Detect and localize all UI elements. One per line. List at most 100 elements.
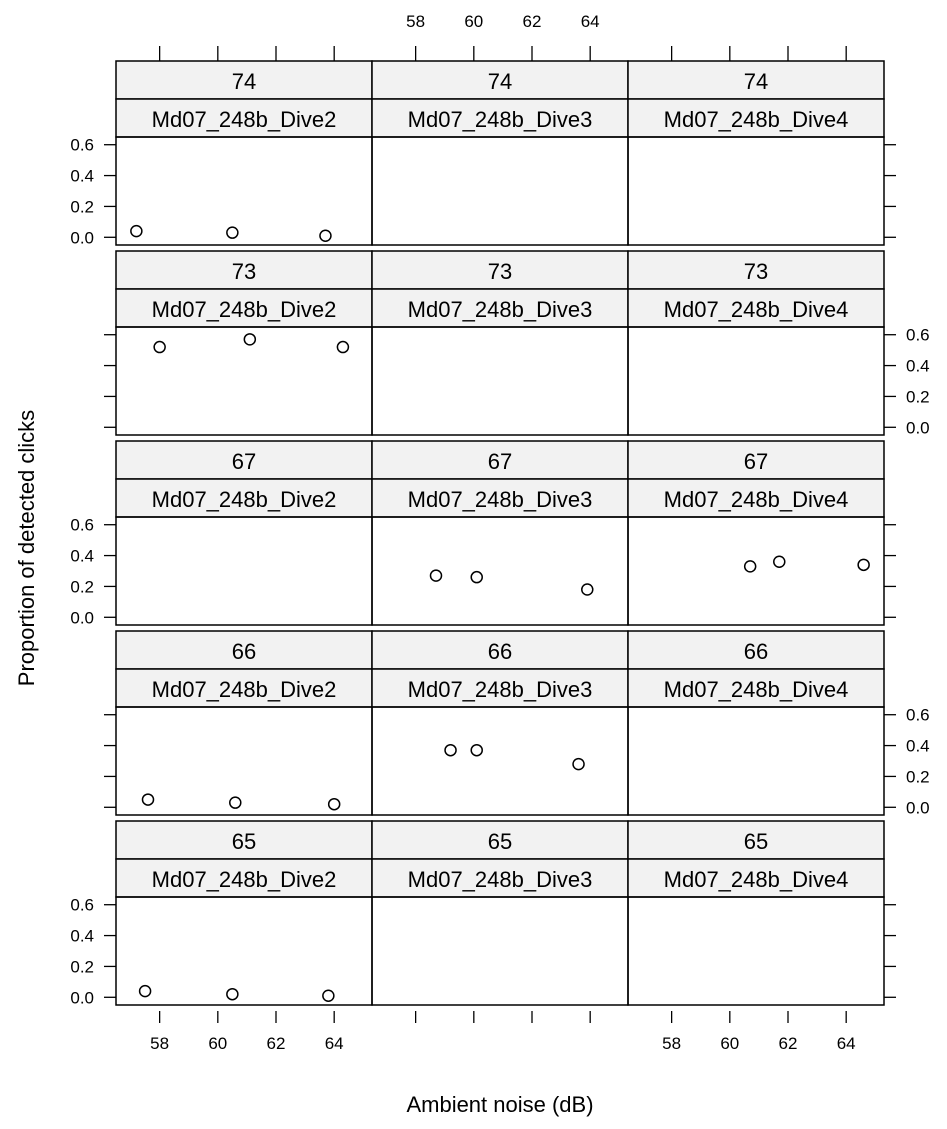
panel-plot-area (627, 896, 885, 1006)
panel-plot-area (115, 326, 373, 436)
y-tick-label: 0.0 (906, 798, 930, 817)
data-point (229, 796, 242, 809)
strip-level-label: 65 (488, 829, 512, 854)
marks-layer (130, 224, 870, 1002)
strip-level-label: 74 (232, 69, 256, 94)
y-axis-title: Proportion of detected clicks (14, 410, 39, 686)
strip-dive-label: Md07_248b_Dive2 (152, 867, 337, 892)
strip-dive (371, 478, 629, 518)
x-tick-label-bottom: 64 (837, 1034, 856, 1053)
strip-dive-label: Md07_248b_Dive2 (152, 297, 337, 322)
strip-dive (115, 668, 373, 708)
x-axis-title: Ambient noise (dB) (406, 1092, 593, 1117)
strip-dive-label: Md07_248b_Dive4 (664, 297, 849, 322)
data-point (743, 560, 757, 573)
strip-level (115, 60, 373, 100)
strip-level-label: 67 (488, 449, 512, 474)
panel-plot-area (371, 326, 629, 436)
panel-plot-area (627, 516, 885, 626)
data-point (141, 793, 155, 806)
strip-dive-label: Md07_248b_Dive2 (152, 107, 337, 132)
y-tick-label: 0.6 (70, 896, 94, 915)
strip-level-label: 66 (744, 639, 768, 664)
data-point (138, 984, 152, 998)
y-tick-label: 0.0 (70, 228, 94, 247)
y-tick-label: 0.4 (906, 357, 930, 376)
strip-dive-label: Md07_248b_Dive4 (664, 487, 849, 512)
data-point (581, 583, 594, 596)
strip-dive (627, 288, 885, 328)
y-tick-label: 0.2 (70, 197, 94, 216)
data-point (319, 229, 332, 242)
data-point (470, 743, 483, 757)
strip-level-label: 66 (232, 639, 256, 664)
strip-dive-label: Md07_248b_Dive4 (664, 107, 849, 132)
strip-dive (627, 478, 885, 518)
strip-level (627, 440, 885, 480)
strip-dive-label: Md07_248b_Dive3 (408, 487, 593, 512)
panel-plot-area (115, 136, 373, 246)
strip-dive-label: Md07_248b_Dive2 (152, 677, 337, 702)
panel-plot-area (371, 896, 629, 1006)
strip-dive (371, 668, 629, 708)
panel-plot-area (115, 896, 373, 1006)
strip-dive (627, 668, 885, 708)
x-tick-label-bottom: 64 (325, 1034, 344, 1053)
strip-level-label: 74 (488, 69, 512, 94)
panel-plot-area (371, 706, 629, 816)
y-tick-label: 0.6 (906, 326, 930, 345)
x-tick-label-bottom: 62 (267, 1034, 286, 1053)
data-point (153, 340, 166, 354)
x-tick-label-top: 58 (406, 12, 425, 31)
y-tick-label: 0.4 (906, 737, 930, 756)
x-tick-label-bottom: 60 (208, 1034, 227, 1053)
panel-plot-area (627, 326, 885, 436)
x-tick-label-top: 60 (464, 12, 483, 31)
strip-level (371, 820, 629, 860)
x-tick-label-top: 62 (523, 12, 542, 31)
strip-dive-label: Md07_248b_Dive4 (664, 867, 849, 892)
data-point (327, 797, 341, 811)
data-point (773, 555, 786, 568)
data-point (243, 333, 257, 346)
panel-plot-area (371, 136, 629, 246)
y-tick-label: 0.6 (70, 136, 94, 155)
x-tick-label-bottom: 58 (150, 1034, 169, 1053)
y-tick-label: 0.2 (906, 767, 930, 786)
strip-dive (115, 98, 373, 138)
data-point (444, 743, 457, 757)
strip-level-label: 65 (744, 829, 768, 854)
y-tick-label: 0.0 (70, 608, 94, 627)
strip-dive-label: Md07_248b_Dive4 (664, 677, 849, 702)
strip-level-label: 73 (232, 259, 256, 284)
y-tick-label: 0.2 (70, 577, 94, 596)
panel-plot-area (371, 516, 629, 626)
data-point (336, 340, 350, 354)
strip-level (371, 630, 629, 670)
y-tick-label: 0.2 (70, 957, 94, 976)
y-tick-label: 0.2 (906, 387, 930, 406)
data-point (130, 224, 143, 238)
y-tick-label: 0.6 (906, 706, 930, 725)
strip-level (115, 630, 373, 670)
strip-level-label: 74 (744, 69, 768, 94)
axes-layer: 0.0 0.2 0.4 0.6 0.0 0.2 0.4 0.6 0.0 0.2 0.4 0.6 0.0 0… (70, 12, 929, 1053)
panel-plot-area (627, 706, 885, 816)
data-point (226, 226, 239, 239)
y-tick-label: 0.4 (70, 547, 94, 566)
x-tick-label-top: 64 (581, 12, 600, 31)
x-tick-label-bottom: 60 (720, 1034, 739, 1053)
strip-dive-label: Md07_248b_Dive3 (408, 107, 593, 132)
strip-level-label: 67 (232, 449, 256, 474)
panels-layer: 74 Md07_248b_Dive2 74 Md07_248b_Dive3 74 Md07… (115, 60, 885, 1006)
strip-level-label: 67 (744, 449, 768, 474)
y-tick-label: 0.6 (70, 516, 94, 535)
strip-level-label: 66 (488, 639, 512, 664)
data-point (322, 989, 335, 1002)
strip-level (627, 250, 885, 290)
y-tick-label: 0.0 (906, 418, 930, 437)
data-point (857, 558, 870, 572)
data-point (429, 569, 443, 582)
strip-dive (115, 288, 373, 328)
